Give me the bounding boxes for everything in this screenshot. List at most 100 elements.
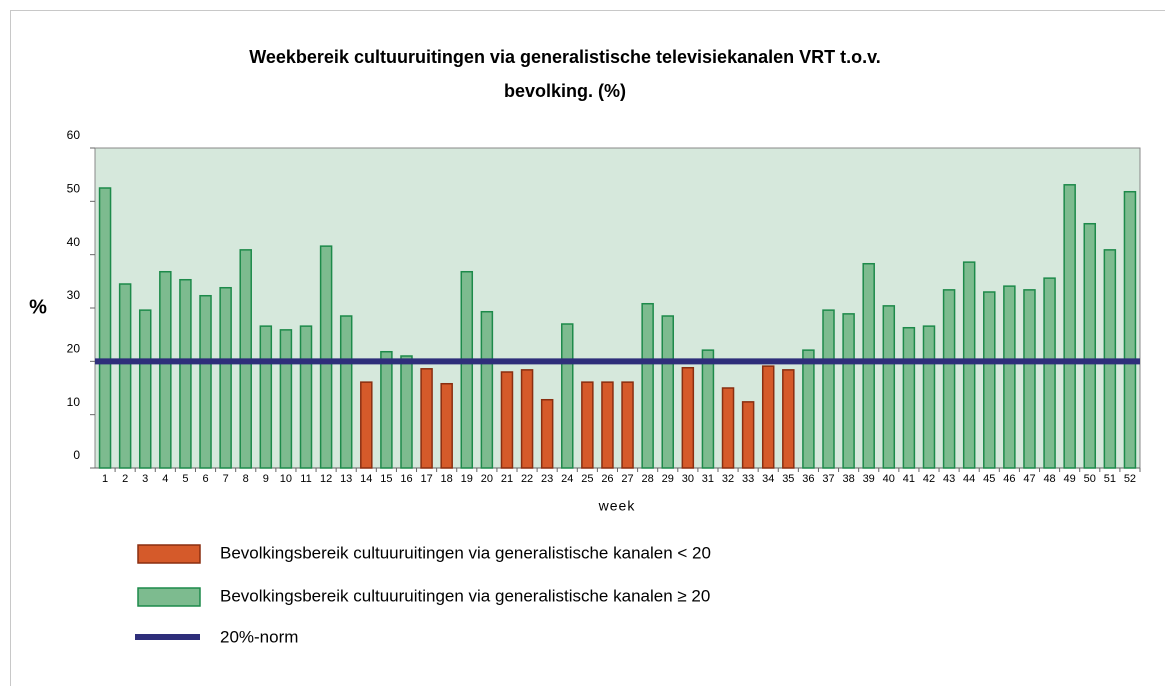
- bar: [621, 381, 634, 469]
- x-tick-label: 10: [280, 473, 292, 485]
- x-tick-label: 12: [320, 473, 332, 485]
- x-tick-label: 49: [1064, 473, 1076, 485]
- x-tick-label: 9: [263, 473, 269, 485]
- bar: [983, 291, 996, 469]
- bar: [741, 401, 755, 469]
- x-tick-label: 15: [380, 473, 392, 485]
- x-tick-label: 2: [122, 473, 128, 485]
- x-tick-label: 6: [202, 473, 208, 485]
- x-tick-label: 1: [102, 473, 108, 485]
- x-tick-label: 31: [702, 473, 714, 485]
- x-tick-label: 42: [923, 473, 935, 485]
- bar: [380, 350, 393, 469]
- bar: [259, 325, 273, 469]
- x-tick-label: 51: [1104, 473, 1116, 485]
- bar: [1063, 184, 1076, 469]
- x-tick-label: 38: [842, 473, 854, 485]
- x-tick-label: 39: [863, 473, 875, 485]
- bar: [460, 270, 474, 469]
- bar: [540, 398, 554, 469]
- x-tick-label: 44: [963, 473, 975, 485]
- y-tick-label: 10: [67, 395, 81, 409]
- bar: [1023, 289, 1036, 469]
- x-tick-label: 17: [420, 473, 432, 485]
- x-tick-label: 47: [1023, 473, 1035, 485]
- bar: [138, 309, 152, 469]
- y-tick-label: 60: [67, 128, 81, 142]
- bar: [601, 381, 614, 469]
- x-tick-label: 35: [782, 473, 794, 485]
- frame: [10, 10, 1165, 686]
- x-tick-label: 19: [461, 473, 473, 485]
- x-tick-label: 50: [1084, 473, 1096, 485]
- bar: [1043, 277, 1056, 469]
- x-tick-label: 23: [541, 473, 553, 485]
- bar: [721, 387, 735, 469]
- x-tick-label: 25: [581, 473, 593, 485]
- x-tick-label: 52: [1124, 473, 1136, 485]
- x-tick-label: 5: [182, 473, 188, 485]
- bar: [561, 323, 574, 469]
- bar: [701, 349, 715, 469]
- bar: [159, 270, 172, 469]
- bar: [1123, 190, 1137, 469]
- bar: [420, 368, 433, 469]
- bar: [299, 325, 313, 469]
- bar: [118, 283, 132, 469]
- bar: [761, 365, 775, 469]
- y-tick-label: 30: [67, 288, 81, 302]
- bar: [661, 315, 674, 469]
- bar: [199, 294, 212, 469]
- x-tick-label: 36: [802, 473, 814, 485]
- legend-label: 20%-norm: [220, 627, 298, 646]
- bar: [882, 305, 896, 469]
- x-tick-label: 27: [621, 473, 633, 485]
- bar: [641, 302, 654, 469]
- x-tick-label: 22: [521, 473, 533, 485]
- bar: [400, 355, 413, 469]
- x-tick-label: 16: [400, 473, 412, 485]
- x-tick-label: 4: [162, 473, 168, 485]
- legend-swatch: [137, 587, 201, 607]
- bar: [480, 310, 494, 469]
- x-tick-label: 37: [822, 473, 834, 485]
- x-tick-label: 29: [662, 473, 674, 485]
- x-tick-label: 34: [762, 473, 774, 485]
- bar: [962, 261, 976, 469]
- legend-swatch: [137, 544, 201, 564]
- x-tick-label: 20: [481, 473, 493, 485]
- x-tick-label: 48: [1043, 473, 1055, 485]
- bar: [822, 309, 835, 469]
- x-tick-label: 11: [300, 473, 311, 485]
- x-tick-label: 8: [243, 473, 249, 485]
- bar: [279, 329, 293, 469]
- bar: [902, 326, 916, 469]
- chart-title: Weekbereik cultuuruitingen via generalis…: [249, 47, 881, 67]
- legend-label: Bevolkingsbereik cultuuruitingen via gen…: [220, 543, 711, 562]
- x-tick-label: 21: [501, 473, 513, 485]
- x-tick-label: 40: [883, 473, 895, 485]
- y-axis-label: %: [29, 296, 47, 318]
- x-tick-label: 18: [441, 473, 453, 485]
- x-tick-label: 32: [722, 473, 734, 485]
- chart-subtitle: bevolking. (%): [504, 81, 626, 101]
- bar: [339, 315, 353, 469]
- bar: [782, 369, 795, 469]
- x-tick-label: 7: [223, 473, 229, 485]
- bar: [1003, 285, 1016, 469]
- x-tick-label: 30: [682, 473, 694, 485]
- bar: [922, 325, 936, 469]
- x-tick-label: 24: [561, 473, 573, 485]
- x-tick-label: 45: [983, 473, 995, 485]
- bar: [219, 286, 232, 469]
- x-tick-label: 46: [1003, 473, 1015, 485]
- bar: [440, 382, 453, 469]
- bar: [520, 369, 534, 469]
- x-tick-label: 41: [903, 473, 915, 485]
- bar: [942, 289, 956, 469]
- y-tick-label: 20: [67, 342, 81, 356]
- legend-label: Bevolkingsbereik cultuuruitingen via gen…: [220, 586, 710, 605]
- x-tick-label: 33: [742, 473, 754, 485]
- y-tick-label: 50: [67, 182, 81, 196]
